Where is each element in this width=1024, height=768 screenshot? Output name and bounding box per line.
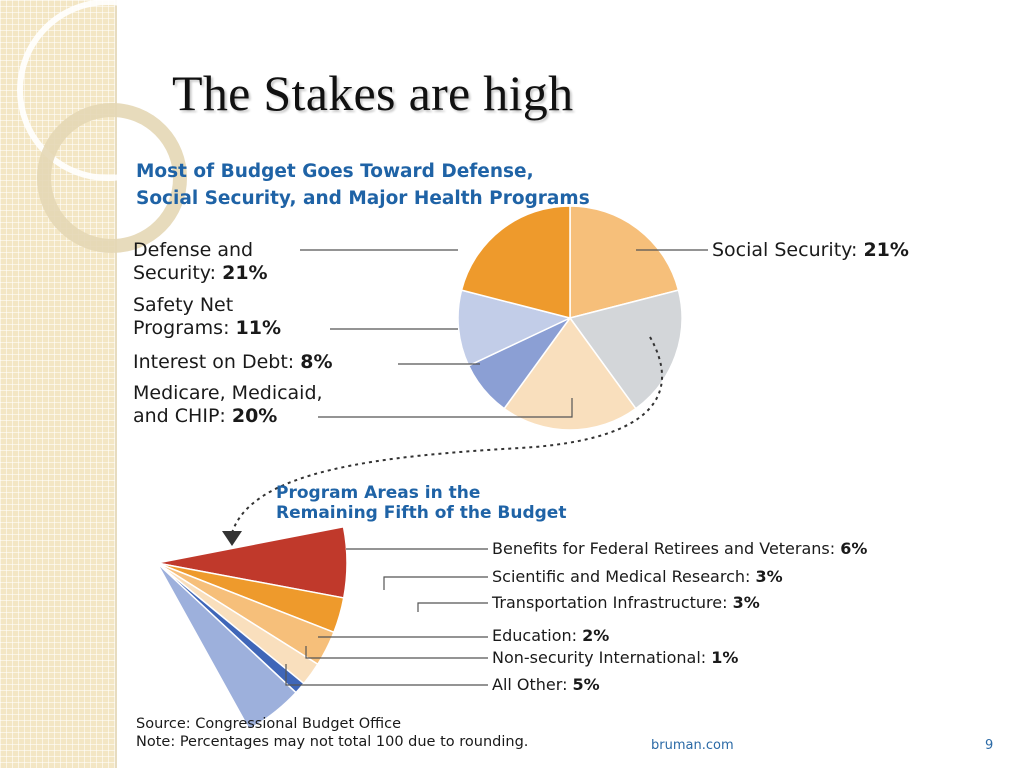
main-budget-pie bbox=[457, 205, 683, 431]
label-safety-net-line1: Safety Net bbox=[133, 294, 234, 316]
label-international-text: Non-security International: bbox=[492, 648, 712, 667]
label-defense-line1: Defense and bbox=[133, 239, 254, 261]
slide-title: The Stakes are high bbox=[172, 65, 574, 121]
label-safety-net-text: Programs: bbox=[133, 317, 236, 339]
main-pie-slice-defense-and-security bbox=[460, 205, 571, 319]
main-chart-title-line2: Social Security, and Major Health Progra… bbox=[136, 188, 590, 209]
label-benefits-text: Benefits for Federal Retirees and Vetera… bbox=[492, 539, 841, 558]
main-chart-title: Most of Budget Goes Toward Defense, Soci… bbox=[136, 158, 590, 212]
label-transportation: Transportation Infrastructure: 3% bbox=[492, 593, 760, 612]
second-chart-title-line2: Remaining Fifth of the Budget bbox=[276, 503, 567, 523]
label-defense: Defense and Security: 21% bbox=[133, 239, 268, 285]
second-pie-leader-lines bbox=[285, 548, 488, 686]
label-safety-net-value: 11% bbox=[235, 317, 281, 339]
label-transportation-value: 3% bbox=[732, 593, 760, 612]
main-pie-slice-medicare-medicaid-and-chip bbox=[503, 316, 637, 431]
rounding-note: Note: Percentages may not total 100 due … bbox=[136, 734, 529, 750]
label-interest-text: Interest on Debt: bbox=[133, 351, 301, 373]
main-pie-leader-lines bbox=[300, 249, 708, 418]
label-defense-value: 21% bbox=[222, 262, 268, 284]
label-medicare-text: and CHIP: bbox=[133, 405, 232, 427]
label-medicare-value: 20% bbox=[231, 405, 278, 427]
remaining-pie-slice-all-other bbox=[156, 562, 298, 731]
leader-research bbox=[383, 576, 488, 590]
label-benefits-retirees: Benefits for Federal Retirees and Vetera… bbox=[492, 539, 867, 558]
decor-ring-large bbox=[17, 0, 199, 181]
main-pie-slice-other-remaining-fifth bbox=[568, 289, 683, 410]
remaining-fifth-pie bbox=[156, 525, 348, 731]
decor-ring-small bbox=[37, 103, 187, 253]
label-interest: Interest on Debt: 8% bbox=[133, 351, 333, 374]
label-interest-value: 8% bbox=[300, 351, 333, 373]
label-social-security-text: Social Security: bbox=[712, 239, 864, 261]
label-all-other: All Other: 5% bbox=[492, 675, 600, 694]
label-research: Scientific and Medical Research: 3% bbox=[492, 567, 783, 586]
leader-medicare bbox=[318, 398, 573, 418]
label-transportation-text: Transportation Infrastructure: bbox=[492, 593, 733, 612]
label-medicare-line2: and CHIP: 20% bbox=[133, 405, 323, 428]
label-international: Non-security International: 1% bbox=[492, 648, 738, 667]
label-education-value: 2% bbox=[582, 626, 610, 645]
main-pie-slice-social-security bbox=[569, 205, 680, 319]
leader-transport bbox=[417, 602, 488, 612]
source-line: Source: Congressional Budget Office bbox=[136, 716, 402, 732]
label-education: Education: 2% bbox=[492, 626, 609, 645]
label-education-text: Education: bbox=[492, 626, 583, 645]
label-defense-line2: Security: 21% bbox=[133, 262, 268, 285]
main-chart-title-line1: Most of Budget Goes Toward Defense, bbox=[136, 161, 534, 182]
label-research-value: 3% bbox=[755, 567, 783, 586]
second-chart-title-line1: Program Areas in the bbox=[276, 483, 481, 503]
label-benefits-value: 6% bbox=[840, 539, 868, 558]
second-chart-title: Program Areas in the Remaining Fifth of … bbox=[276, 483, 566, 523]
page-number: 9 bbox=[985, 738, 994, 753]
label-safety-net: Safety Net Programs: 11% bbox=[133, 294, 281, 340]
leader-international bbox=[305, 646, 488, 659]
sidebar-divider bbox=[115, 0, 117, 768]
label-medicare: Medicare, Medicaid, and CHIP: 20% bbox=[133, 382, 323, 428]
dashed-connector bbox=[231, 336, 664, 534]
label-social-security-value: 21% bbox=[863, 239, 909, 261]
connector-arrowhead-icon bbox=[222, 531, 242, 546]
label-medicare-line1: Medicare, Medicaid, bbox=[133, 382, 323, 404]
label-social-security: Social Security: 21% bbox=[712, 239, 909, 262]
label-research-text: Scientific and Medical Research: bbox=[492, 567, 756, 586]
label-safety-net-line2: Programs: 11% bbox=[133, 317, 281, 340]
label-all-other-text: All Other: bbox=[492, 675, 573, 694]
label-defense-text: Security: bbox=[133, 262, 223, 284]
label-international-value: 1% bbox=[711, 648, 739, 667]
leader-all-other bbox=[285, 664, 488, 686]
label-all-other-value: 5% bbox=[572, 675, 600, 694]
source-note: Source: Congressional Budget Office Note… bbox=[136, 715, 528, 751]
footer-site: bruman.com bbox=[651, 738, 734, 753]
